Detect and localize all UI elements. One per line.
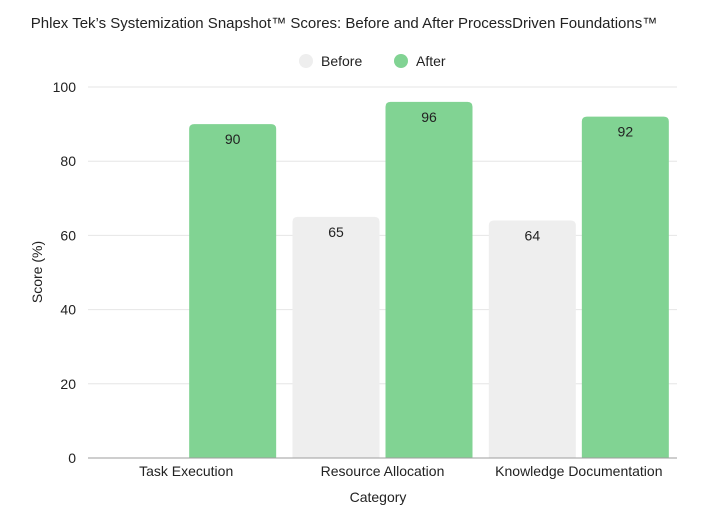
- x-tick-label: Knowledge Documentation: [495, 463, 662, 479]
- legend-marker-after: [394, 54, 408, 68]
- bar-after-0: [189, 124, 277, 458]
- y-tick-label: 0: [68, 450, 76, 466]
- y-tick-label: 20: [60, 376, 76, 392]
- y-tick-label: 60: [60, 227, 76, 243]
- chart-title: Phlex Tek’s Systemization Snapshot™ Scor…: [31, 15, 657, 32]
- legend: Before After: [299, 53, 446, 69]
- legend-marker-before: [299, 54, 313, 68]
- legend-label-after: After: [416, 53, 446, 69]
- data-label-after-1: 96: [421, 109, 437, 125]
- data-label-after-2: 92: [618, 124, 634, 140]
- gridlines: [88, 86, 677, 385]
- x-tick-label: Task Execution: [139, 463, 233, 479]
- y-tick-label: 80: [60, 153, 76, 169]
- bar-after-1: [385, 101, 473, 458]
- x-tick-label: Resource Allocation: [321, 463, 445, 479]
- bars: [189, 101, 669, 459]
- data-label-after-0: 90: [225, 131, 241, 147]
- x-axis-ticks: Task Execution Resource Allocation Knowled…: [139, 463, 662, 479]
- bar-before-2: [488, 220, 576, 458]
- legend-label-before: Before: [321, 53, 362, 69]
- data-label-before-1: 65: [328, 224, 344, 240]
- y-axis-title: Score (%): [29, 241, 45, 303]
- bar-before-1: [292, 216, 380, 458]
- bar-after-2: [581, 116, 669, 459]
- data-labels: 90 65 96 64 92: [225, 109, 633, 244]
- y-tick-label: 100: [53, 79, 77, 95]
- x-axis-title: Category: [350, 489, 407, 505]
- y-axis-ticks: 0 20 40 60 80 100: [53, 79, 77, 466]
- y-tick-label: 40: [60, 302, 76, 318]
- data-label-before-2: 64: [525, 228, 541, 244]
